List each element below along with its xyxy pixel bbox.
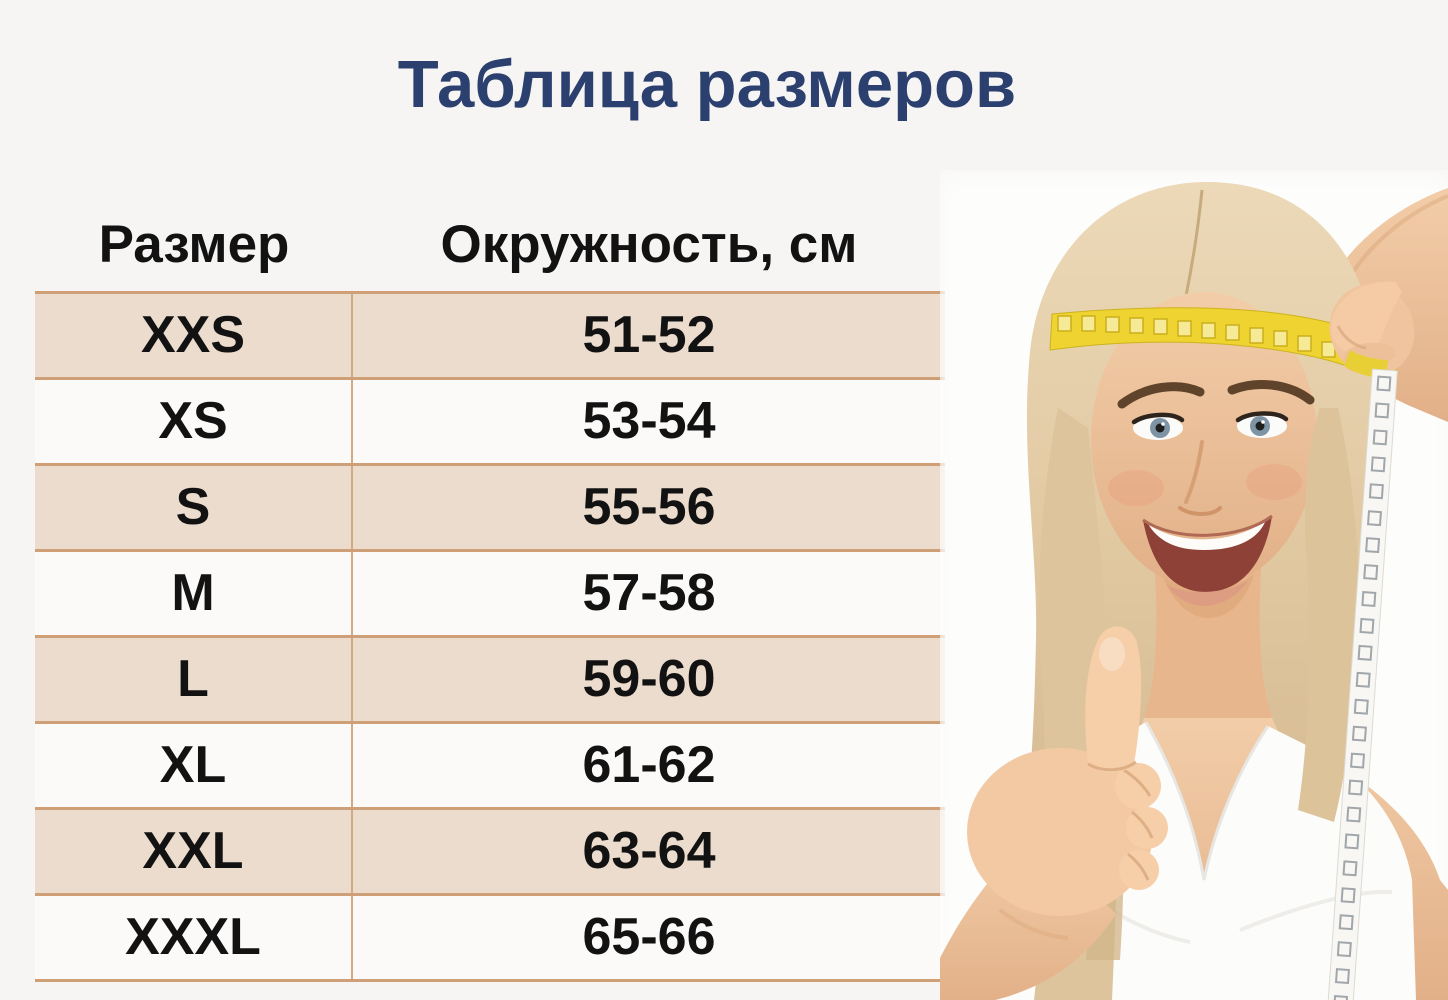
size-cell: XXS — [35, 294, 353, 377]
circumference-cell: 51-52 — [582, 306, 716, 364]
circumference-cell: 53-54 — [582, 392, 716, 450]
table-row: M 57-58 — [35, 552, 945, 638]
size-cell: XXL — [35, 810, 353, 893]
photo-woman-measuring-head — [920, 170, 1448, 1000]
circumference-cell: 55-56 — [582, 478, 716, 536]
table-row: XXS 51-52 — [35, 294, 945, 380]
size-table-body: XXS 51-52 XS 53-54 S 55-56 M 57-58 L 59-60 XL 61-62… — [35, 291, 945, 982]
column-header-size: Размер — [98, 215, 290, 274]
circumference-cell: 65-66 — [582, 908, 716, 966]
table-row: XS 53-54 — [35, 380, 945, 466]
size-cell: XL — [35, 724, 353, 807]
size-table: Размер Окружность, см XXS 51-52 XS 53-54 S 55… — [35, 198, 945, 982]
circumference-cell: 61-62 — [582, 736, 716, 794]
table-row: L 59-60 — [35, 638, 945, 724]
circumference-cell: 63-64 — [582, 822, 716, 880]
circumference-cell: 59-60 — [582, 650, 716, 708]
size-cell: XXXL — [35, 896, 353, 979]
size-table-header-row: Размер Окружность, см — [35, 198, 945, 291]
size-cell: M — [35, 552, 353, 635]
table-row: XXL 63-64 — [35, 810, 945, 896]
page-title: Таблица размеров — [397, 47, 1017, 122]
table-row: XL 61-62 — [35, 724, 945, 810]
size-cell: S — [35, 466, 353, 549]
column-header-circumference: Окружность, см — [440, 215, 858, 274]
woman-measuring-head-illustration — [920, 172, 1448, 1000]
table-row: S 55-56 — [35, 466, 945, 552]
circumference-cell: 57-58 — [582, 564, 716, 622]
table-row: XXXL 65-66 — [35, 896, 945, 982]
size-cell: XS — [35, 380, 353, 463]
size-cell: L — [35, 638, 353, 721]
